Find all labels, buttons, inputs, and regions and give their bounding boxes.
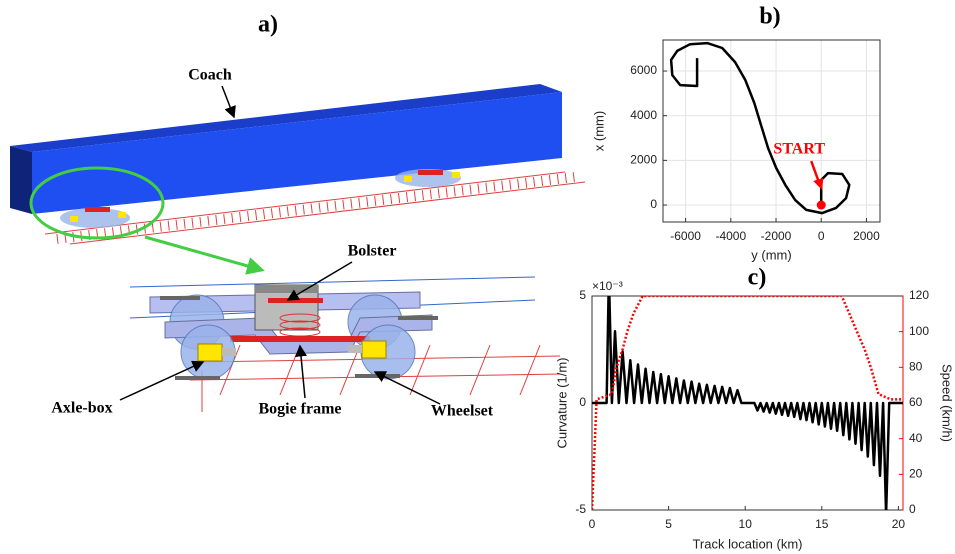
x-tick-label: -4000 <box>715 229 746 243</box>
annotation-arrow <box>810 160 821 184</box>
y2-tick-label: 40 <box>909 431 923 445</box>
y-axis-label: x (mm) <box>591 111 606 151</box>
y2-tick-label: 100 <box>909 324 929 338</box>
y2-tick-label: 80 <box>909 360 923 374</box>
axis-multiplier: ×10⁻³ <box>592 279 623 293</box>
plot-area <box>663 40 880 222</box>
panel-label: a) <box>258 12 278 38</box>
y2-tick-label: 0 <box>909 502 916 516</box>
x-tick-label: -6000 <box>670 229 701 243</box>
y-tick-label: 2000 <box>630 153 657 167</box>
x-tick-label: 20 <box>892 517 906 531</box>
x-tick-label: 0 <box>589 517 596 531</box>
y-tick-label: 4000 <box>630 108 657 122</box>
zoom-arrow <box>144 235 265 275</box>
y-tick-label: 6000 <box>630 63 657 77</box>
annotation: START <box>773 141 825 158</box>
x-axis-label: y (mm) <box>751 247 791 262</box>
callout-label: Coach <box>188 67 232 84</box>
y-tick-label: 0 <box>579 395 586 409</box>
plot-frame <box>662 39 881 223</box>
annotation-arrowhead <box>813 178 824 191</box>
callout-label: Axle-box <box>51 400 112 417</box>
x-tick-label: 2000 <box>853 229 880 243</box>
x-tick-label: -2000 <box>761 229 792 243</box>
bogie-detail <box>129 276 561 412</box>
callouts <box>119 85 441 405</box>
chart-title: c) <box>748 265 767 291</box>
y2-axis-label: Speed (km/h) <box>940 364 955 442</box>
zoom-ellipse <box>29 166 165 240</box>
mini-bogie <box>60 169 461 228</box>
data-line <box>669 41 851 215</box>
callout-label: Bolster <box>348 243 397 260</box>
y2-tick-label: 60 <box>909 395 923 409</box>
data-line <box>592 296 903 510</box>
y-tick-label: 0 <box>650 197 657 211</box>
chart-title: b) <box>759 4 780 30</box>
y2-tick-label: 20 <box>909 467 923 481</box>
x-tick-label: 0 <box>818 229 825 243</box>
y-tick-label: -5 <box>575 502 586 516</box>
y-tick-label: 5 <box>579 288 586 302</box>
callout-label: Wheelset <box>431 403 494 420</box>
x-tick-label: 15 <box>815 517 829 531</box>
rail-track <box>44 171 586 245</box>
start-point <box>816 200 826 210</box>
y-axis-label: Curvature (1/m) <box>554 357 569 448</box>
x-tick-label: 10 <box>739 517 753 531</box>
coach-body <box>10 84 562 214</box>
x-axis-label: Track location (km) <box>692 536 802 551</box>
x-tick-label: 5 <box>665 517 672 531</box>
y2-tick-label: 120 <box>909 288 929 302</box>
callout-label: Bogie frame <box>258 401 341 418</box>
data-line <box>592 296 903 510</box>
